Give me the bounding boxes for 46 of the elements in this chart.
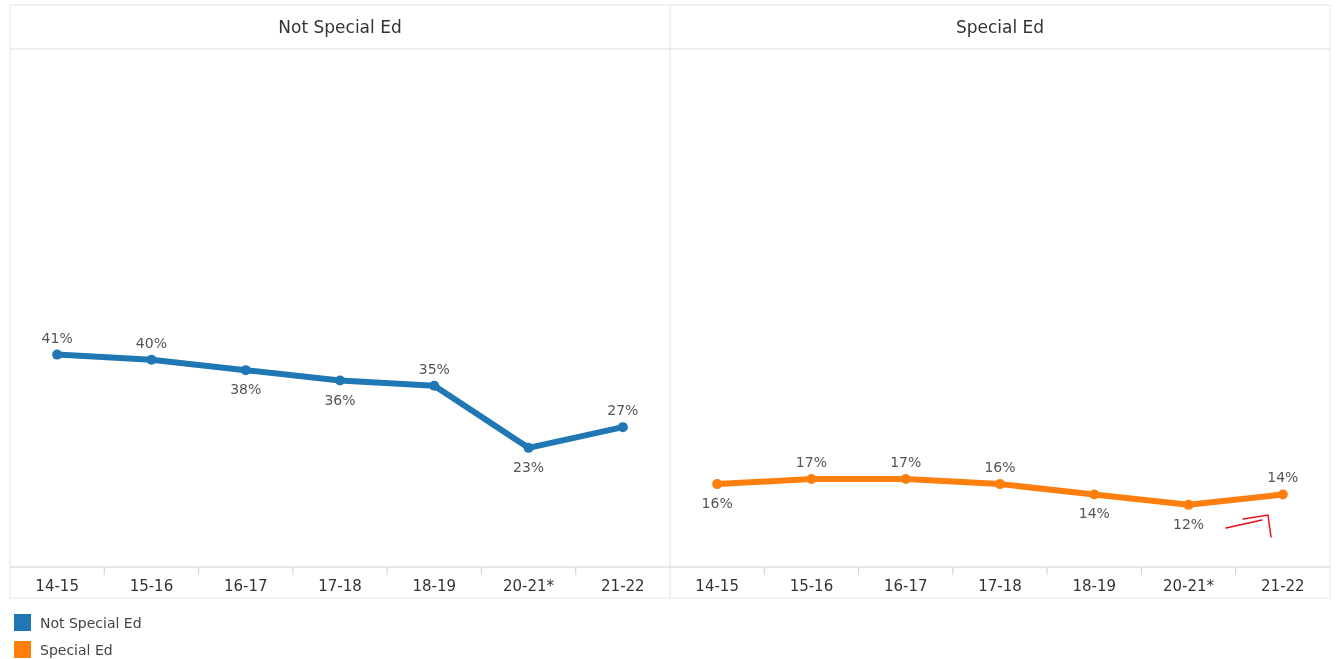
data-label: 36% bbox=[324, 391, 356, 408]
x-tick-label: 16-17 bbox=[223, 577, 268, 595]
point bbox=[523, 442, 534, 453]
x-tick-label: 14-15 bbox=[35, 577, 79, 595]
x-tick-label: 14-15 bbox=[695, 577, 739, 595]
point bbox=[52, 349, 63, 360]
data-label: 38% bbox=[230, 381, 262, 398]
x-tick-label: 18-19 bbox=[412, 577, 457, 595]
data-label: 17% bbox=[890, 453, 922, 470]
x-tick-label: 20-21* bbox=[1163, 577, 1215, 595]
data-label: 16% bbox=[701, 495, 733, 512]
point bbox=[429, 380, 440, 391]
x-tick-label: 17-18 bbox=[318, 577, 362, 595]
data-label: 12% bbox=[1173, 515, 1205, 532]
x-tick-label: 18-19 bbox=[1072, 577, 1117, 595]
point bbox=[1089, 489, 1100, 500]
x-tick-label: 15-16 bbox=[789, 577, 834, 595]
x-tick-label: 16-17 bbox=[883, 577, 928, 595]
point bbox=[146, 354, 157, 365]
point bbox=[900, 473, 911, 484]
data-label: 23% bbox=[513, 458, 545, 475]
legend-label: Special Ed bbox=[40, 642, 113, 658]
point bbox=[335, 375, 345, 386]
data-label: 41% bbox=[41, 329, 73, 346]
point bbox=[712, 479, 723, 490]
chart-title: Special Ed bbox=[955, 17, 1045, 37]
data-label: 14% bbox=[1078, 505, 1110, 522]
x-tick-label: 21-22 bbox=[1261, 577, 1305, 595]
x-tick-label: 20-21* bbox=[503, 577, 555, 595]
legend-label: Not Special Ed bbox=[40, 615, 142, 631]
point bbox=[806, 473, 817, 484]
data-label: 16% bbox=[984, 459, 1016, 476]
point bbox=[240, 365, 251, 376]
x-tick-label: 15-16 bbox=[129, 577, 174, 595]
data-label: 17% bbox=[795, 453, 827, 470]
data-label: 35% bbox=[418, 360, 450, 377]
x-tick-label: 21-22 bbox=[601, 577, 645, 595]
point bbox=[1183, 499, 1194, 510]
data-label: 27% bbox=[607, 402, 639, 419]
point bbox=[617, 422, 628, 433]
data-label: 40% bbox=[135, 334, 167, 351]
x-tick-label: 17-18 bbox=[978, 577, 1022, 595]
data-label: 14% bbox=[1267, 469, 1299, 486]
chart-title: Not Special Ed bbox=[278, 17, 402, 37]
point bbox=[1277, 489, 1288, 500]
point bbox=[995, 479, 1005, 490]
